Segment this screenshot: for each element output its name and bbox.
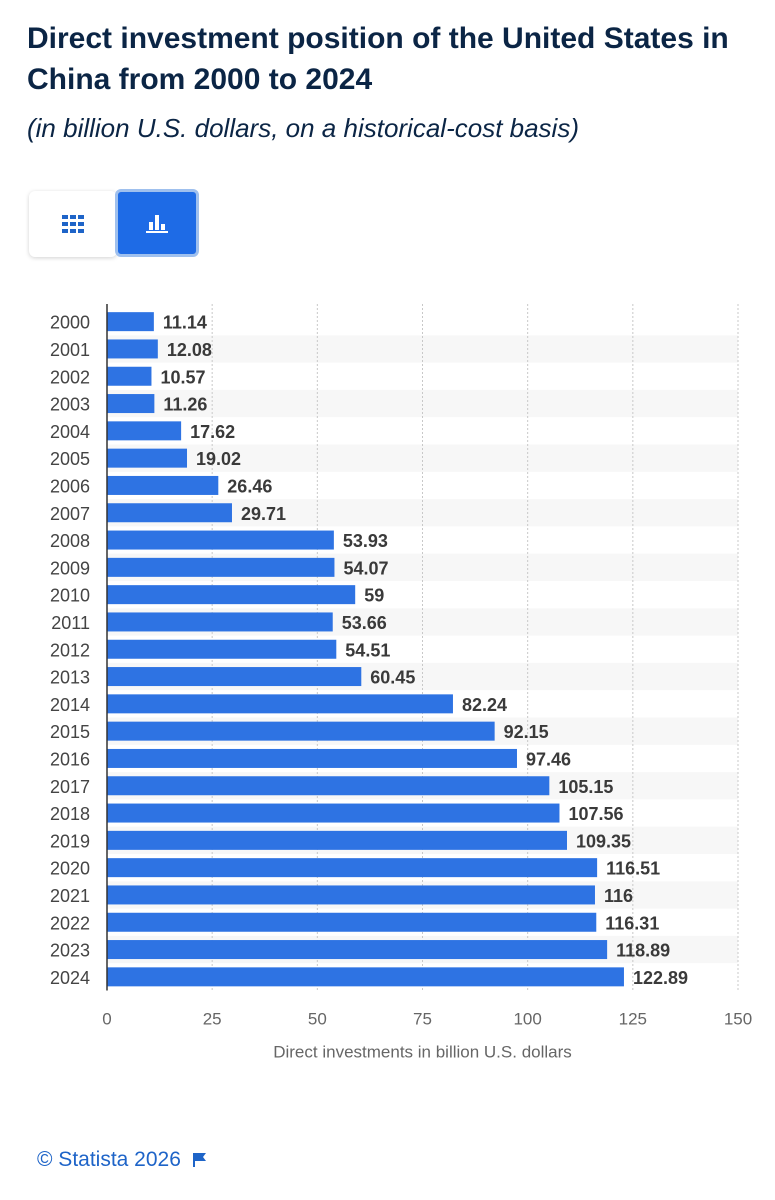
category-label-2001: 2001 bbox=[50, 340, 90, 360]
category-label-2024: 2024 bbox=[50, 968, 90, 988]
bar-2002 bbox=[107, 366, 152, 386]
bar-2008 bbox=[107, 530, 334, 550]
bar-2001 bbox=[107, 339, 158, 359]
copyright-link[interactable]: © Statista 2026 bbox=[37, 1148, 181, 1171]
bar-2019 bbox=[107, 830, 567, 850]
bar-2018 bbox=[107, 803, 560, 823]
category-label-2021: 2021 bbox=[50, 886, 90, 906]
bar-2023 bbox=[107, 940, 608, 960]
value-label-2012: 54.51 bbox=[345, 640, 390, 660]
bar-2011 bbox=[107, 612, 333, 632]
footer: © Statista 2026 bbox=[37, 1148, 207, 1172]
value-label-2024: 122.89 bbox=[633, 968, 688, 988]
value-label-2001: 12.08 bbox=[167, 340, 212, 360]
value-label-2014: 82.24 bbox=[462, 695, 507, 715]
x-tick-label: 125 bbox=[619, 1010, 647, 1029]
bar-2003 bbox=[107, 394, 155, 414]
table-grid-icon bbox=[62, 215, 84, 233]
category-label-2003: 2003 bbox=[50, 395, 90, 415]
bar-2022 bbox=[107, 912, 597, 932]
bar-2017 bbox=[107, 776, 550, 796]
value-label-2016: 97.46 bbox=[526, 749, 571, 769]
bar-2010 bbox=[107, 585, 356, 605]
value-label-2009: 54.07 bbox=[343, 558, 388, 578]
category-label-2013: 2013 bbox=[50, 668, 90, 688]
value-label-2019: 109.35 bbox=[576, 831, 631, 851]
value-label-2000: 11.14 bbox=[163, 313, 207, 333]
value-label-2002: 10.57 bbox=[160, 367, 205, 387]
bar-2015 bbox=[107, 721, 495, 741]
flag-icon[interactable] bbox=[192, 1152, 207, 1168]
bar-2016 bbox=[107, 748, 517, 768]
category-label-2017: 2017 bbox=[50, 777, 90, 797]
value-label-2008: 53.93 bbox=[343, 531, 388, 551]
x-tick-label: 25 bbox=[203, 1010, 222, 1029]
category-label-2015: 2015 bbox=[50, 722, 90, 742]
bar-2005 bbox=[107, 448, 188, 468]
value-label-2021: 116 bbox=[604, 886, 633, 906]
value-label-2015: 92.15 bbox=[504, 722, 549, 742]
category-label-2009: 2009 bbox=[50, 558, 90, 578]
chart-subtitle: (in billion U.S. dollars, on a historica… bbox=[27, 113, 579, 143]
value-label-2011: 53.66 bbox=[342, 613, 387, 633]
value-label-2013: 60.45 bbox=[370, 668, 415, 688]
x-tick-label: 75 bbox=[413, 1010, 432, 1029]
bar-2013 bbox=[107, 667, 362, 687]
bar-2007 bbox=[107, 503, 232, 523]
x-tick-label: 150 bbox=[724, 1010, 752, 1029]
bar-chart: 2000 11.14 2001 12.08 2002 10.57 2003 11.26 2004… bbox=[50, 304, 752, 1062]
x-axis-title: Direct investments in billion U.S. dolla… bbox=[273, 1043, 572, 1062]
category-label-2023: 2023 bbox=[50, 941, 90, 961]
value-label-2020: 116.51 bbox=[606, 859, 660, 879]
bar-2020 bbox=[107, 858, 598, 878]
value-label-2005: 19.02 bbox=[196, 449, 241, 469]
category-label-2005: 2005 bbox=[50, 449, 90, 469]
bar-2012 bbox=[107, 639, 337, 659]
category-label-2022: 2022 bbox=[50, 913, 90, 933]
value-label-2018: 107.56 bbox=[568, 804, 623, 824]
bar-2006 bbox=[107, 475, 219, 495]
category-label-2014: 2014 bbox=[50, 695, 90, 715]
value-label-2022: 116.31 bbox=[605, 913, 659, 933]
value-label-2023: 118.89 bbox=[616, 941, 670, 961]
value-label-2006: 26.46 bbox=[227, 476, 272, 496]
category-label-2007: 2007 bbox=[50, 504, 90, 524]
bar-2004 bbox=[107, 421, 182, 441]
value-label-2007: 29.71 bbox=[241, 504, 286, 524]
x-tick-label: 50 bbox=[308, 1010, 327, 1029]
category-label-2011: 2011 bbox=[51, 613, 90, 633]
x-tick-label: 100 bbox=[513, 1010, 541, 1029]
table-view-button[interactable] bbox=[29, 191, 117, 257]
category-label-2006: 2006 bbox=[50, 476, 90, 496]
value-label-2003: 11.26 bbox=[163, 395, 207, 415]
category-label-2000: 2000 bbox=[50, 313, 90, 333]
category-label-2004: 2004 bbox=[50, 422, 90, 442]
value-label-2010: 59 bbox=[364, 586, 384, 606]
category-label-2010: 2010 bbox=[50, 586, 90, 606]
category-label-2020: 2020 bbox=[50, 859, 90, 879]
bar-2021 bbox=[107, 885, 595, 905]
bar-2024 bbox=[107, 967, 624, 987]
chart-view-button[interactable] bbox=[115, 189, 199, 257]
bar-2009 bbox=[107, 557, 335, 577]
category-label-2008: 2008 bbox=[50, 531, 90, 551]
bar-2014 bbox=[107, 694, 453, 714]
category-label-2019: 2019 bbox=[50, 831, 90, 851]
category-label-2018: 2018 bbox=[50, 804, 90, 824]
category-label-2002: 2002 bbox=[50, 367, 90, 387]
x-tick-label: 0 bbox=[102, 1010, 111, 1029]
category-label-2012: 2012 bbox=[50, 640, 90, 660]
bar-2000 bbox=[107, 312, 154, 332]
value-label-2017: 105.15 bbox=[558, 777, 613, 797]
value-label-2004: 17.62 bbox=[190, 422, 235, 442]
category-label-2016: 2016 bbox=[50, 749, 90, 769]
chart-title: Direct investment position of the United… bbox=[27, 22, 729, 96]
bar-chart-icon bbox=[146, 215, 168, 233]
